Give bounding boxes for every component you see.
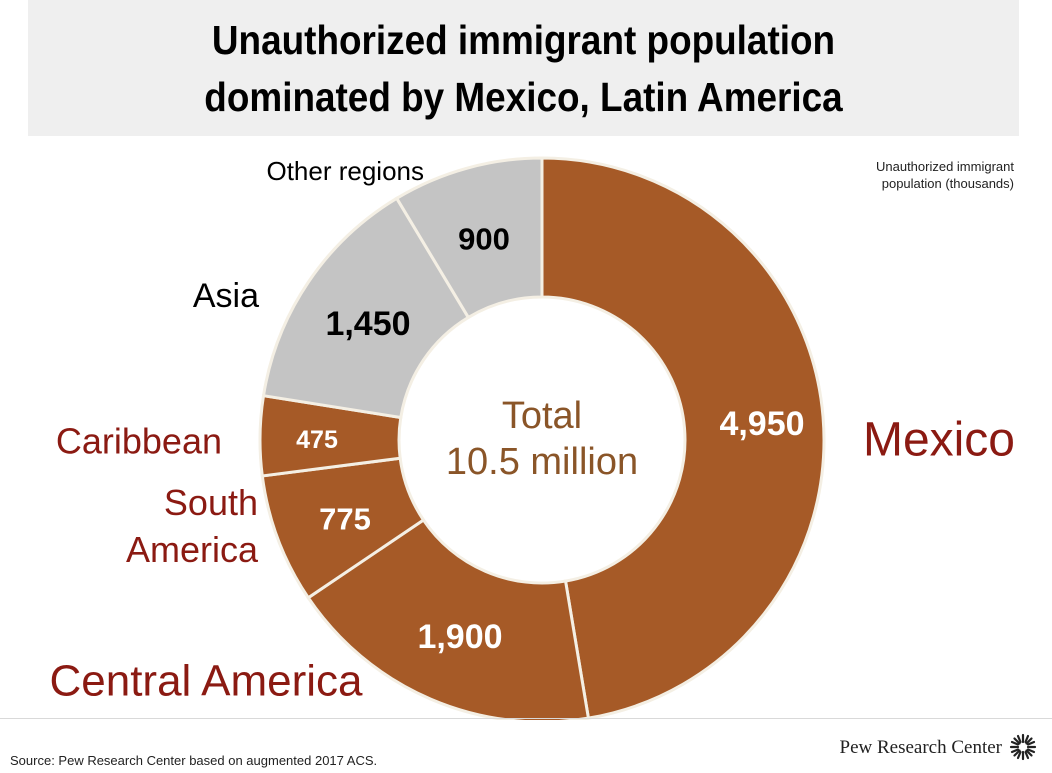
units-note-line-2: population (thousands) bbox=[881, 176, 1014, 191]
source-note: Source: Pew Research Center based on aug… bbox=[10, 753, 378, 768]
brand-name: Pew Research Center bbox=[839, 737, 1003, 758]
units-note: Unauthorized immigrant population (thous… bbox=[814, 158, 1014, 192]
value-label-mexico: 4,950 bbox=[719, 405, 804, 443]
title-band: Unauthorized immigrant population domina… bbox=[28, 0, 1019, 136]
value-label-caribbean: 475 bbox=[296, 426, 338, 454]
category-label-mexico: Mexico bbox=[863, 414, 1015, 467]
category-label-asia: Asia bbox=[193, 277, 259, 315]
category-label-caribbean: Caribbean bbox=[56, 421, 222, 462]
value-label-south-america: 775 bbox=[319, 502, 371, 537]
donut-chart: 4,950 1,900 775 475 1,450 900 Mexico Central Am… bbox=[49, 156, 1015, 720]
category-label-south-america: South America bbox=[126, 482, 259, 570]
slice-other-regions bbox=[394, 156, 544, 320]
category-label-central-america: Central America bbox=[49, 657, 363, 706]
slice-mexico bbox=[540, 156, 826, 720]
center-label-line-1: Total bbox=[502, 395, 582, 437]
footer-divider bbox=[0, 718, 1052, 719]
center-label-line-2: 10.5 million bbox=[446, 441, 638, 483]
units-note-line-1: Unauthorized immigrant bbox=[875, 159, 1014, 174]
value-label-other-regions: 900 bbox=[458, 222, 510, 257]
value-label-asia: 1,450 bbox=[325, 305, 410, 343]
pew-logo-icon bbox=[1009, 733, 1037, 761]
category-label-other-regions: Other regions bbox=[266, 156, 424, 186]
value-label-central-america: 1,900 bbox=[417, 618, 502, 656]
chart-title-line-2: dominated by Mexico, Latin America bbox=[204, 74, 843, 120]
slice-asia bbox=[261, 196, 471, 420]
chart-title-line-1: Unauthorized immigrant population bbox=[211, 17, 836, 63]
